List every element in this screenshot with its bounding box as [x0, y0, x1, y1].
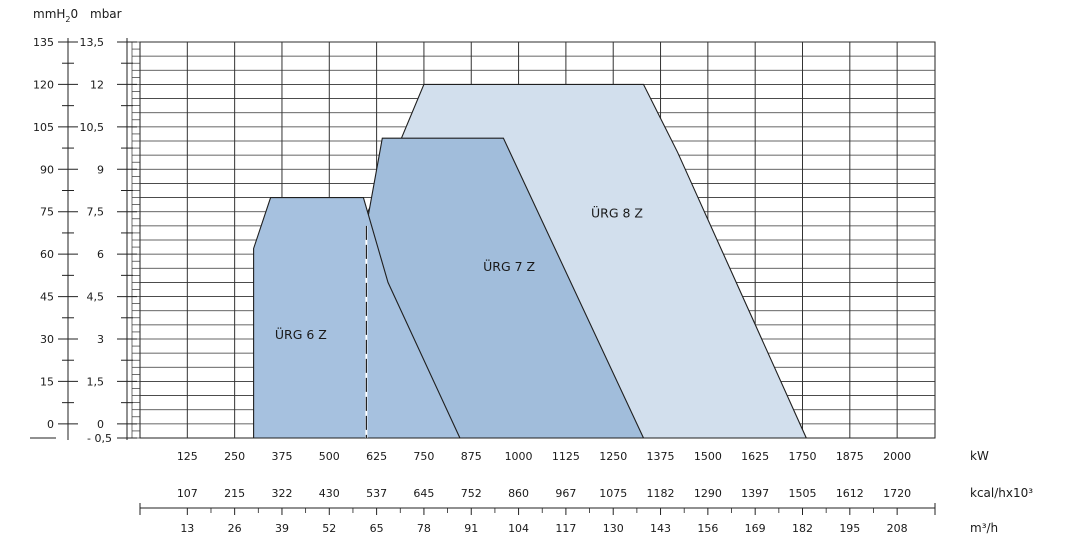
- x-tick-label-m3h: 169: [745, 522, 766, 535]
- y-tick-label-mmh2o: 120: [33, 78, 54, 91]
- x-tick-label-kw: 750: [413, 450, 434, 463]
- x-tick-label-m3h: 78: [417, 522, 431, 535]
- x-tick-label-kw: 250: [224, 450, 245, 463]
- y-tick-label-mbar: 13,5: [80, 36, 105, 49]
- x-tick-label-m3h: 91: [464, 522, 478, 535]
- x-tick-label-kw: 625: [366, 450, 387, 463]
- x-tick-label-kw: 875: [461, 450, 482, 463]
- x-tick-label-m3h: 39: [275, 522, 289, 535]
- y-tick-label-mmh2o: 135: [33, 36, 54, 49]
- area-label-rg-7-z: ÜRG 7 Z: [483, 258, 535, 274]
- area-labels: ÜRG 8 Z ÜRG 7 Z ÜRG 6 Z: [275, 204, 643, 342]
- y-tick-label-mbar: 1,5: [87, 375, 105, 388]
- area-rg-6-z: [253, 197, 461, 439]
- y-tick-label-mbar: 3: [97, 333, 104, 346]
- x-tick-label-kw: 1875: [836, 450, 864, 463]
- x-tick-label-kcal: 537: [366, 487, 387, 500]
- x-tick-label-kcal: 1397: [741, 487, 769, 500]
- x-tick-label-kcal: 1182: [647, 487, 675, 500]
- y-unit-mbar: mbar: [90, 7, 122, 21]
- y-tick-label-mbar: 10,5: [80, 121, 105, 134]
- y-tick-label-mmh2o: 90: [40, 163, 54, 176]
- x-tick-label-m3h: 143: [650, 522, 671, 535]
- x-tick-label-m3h: 182: [792, 522, 813, 535]
- x-unit-kw: kW: [970, 449, 989, 463]
- x-tick-label-kcal: 645: [413, 487, 434, 500]
- x-tick-label-kcal: 967: [555, 487, 576, 500]
- x-tick-label-kw: 500: [319, 450, 340, 463]
- operating-areas: [253, 83, 808, 439]
- x-tick-label-m3h: 26: [228, 522, 242, 535]
- x-tick-label-m3h: 117: [555, 522, 576, 535]
- area-label-rg-6-z: ÜRG 6 Z: [275, 326, 327, 342]
- x-tick-label-m3h: 65: [370, 522, 384, 535]
- x-tick-label-m3h: 156: [697, 522, 718, 535]
- x-tick-label-kcal: 1075: [599, 487, 627, 500]
- y-tick-label-mbar: 4,5: [87, 291, 105, 304]
- x-tick-label-kcal: 322: [271, 487, 292, 500]
- x-tick-label-kw: 1625: [741, 450, 769, 463]
- y-unit-mmh2o: mmH20: [33, 7, 78, 24]
- y-tick-label-mbar: 9: [97, 163, 104, 176]
- y-tick-label-mbar: 6: [97, 248, 104, 261]
- x-tick-label-kw: 1500: [694, 450, 722, 463]
- x-tick-label-kcal: 1720: [883, 487, 911, 500]
- y-tick-label-mbar: 12: [90, 78, 104, 91]
- x-tick-label-kcal: 1612: [836, 487, 864, 500]
- x-tick-label-m3h: 130: [603, 522, 624, 535]
- y-tick-label-mbar: 0: [97, 418, 104, 431]
- y-tick-label-mmh2o: 30: [40, 333, 54, 346]
- x-unit-kcal: kcal/hx10³: [970, 486, 1033, 500]
- x-tick-label-m3h: 104: [508, 522, 529, 535]
- x-tick-label-kcal: 860: [508, 487, 529, 500]
- y-tick-label-mmh2o: 15: [40, 375, 54, 388]
- x-tick-label-kcal: 430: [319, 487, 340, 500]
- y-tick-label-mmh2o: 75: [40, 206, 54, 219]
- y-tick-label-mmh2o: 0: [47, 418, 54, 431]
- x-tick-label-kcal: 215: [224, 487, 245, 500]
- y-tick-label-mmh2o: 105: [33, 121, 54, 134]
- x-tick-label-kw: 1000: [505, 450, 533, 463]
- x-tick-label-kcal: 1505: [789, 487, 817, 500]
- x-tick-label-kw: 1125: [552, 450, 580, 463]
- y-tick-label-mmh2o: 60: [40, 248, 54, 261]
- y-tick-label-mbar: 7,5: [87, 206, 105, 219]
- x-tick-label-kw: 1375: [647, 450, 675, 463]
- x-unit-m3h: m³/h: [970, 521, 998, 535]
- x-tick-label-kw: 125: [177, 450, 198, 463]
- x-tick-label-kw: 2000: [883, 450, 911, 463]
- x-tick-label-kcal: 752: [461, 487, 482, 500]
- x-tick-label-m3h: 208: [887, 522, 908, 535]
- x-tick-label-kw: 375: [271, 450, 292, 463]
- area-label-rg-8-z: ÜRG 8 Z: [591, 204, 643, 220]
- x-tick-label-kw: 1250: [599, 450, 627, 463]
- x-tick-label-kcal: 107: [177, 487, 198, 500]
- x-tick-label-m3h: 195: [839, 522, 860, 535]
- y-tick-label-mbar-neg: - 0,5: [87, 432, 112, 445]
- x-tick-label-kcal: 1290: [694, 487, 722, 500]
- x-tick-label-kw: 1750: [789, 450, 817, 463]
- x-tick-label-m3h: 13: [180, 522, 194, 535]
- x-tick-label-m3h: 52: [322, 522, 336, 535]
- y-tick-label-mmh2o: 45: [40, 291, 54, 304]
